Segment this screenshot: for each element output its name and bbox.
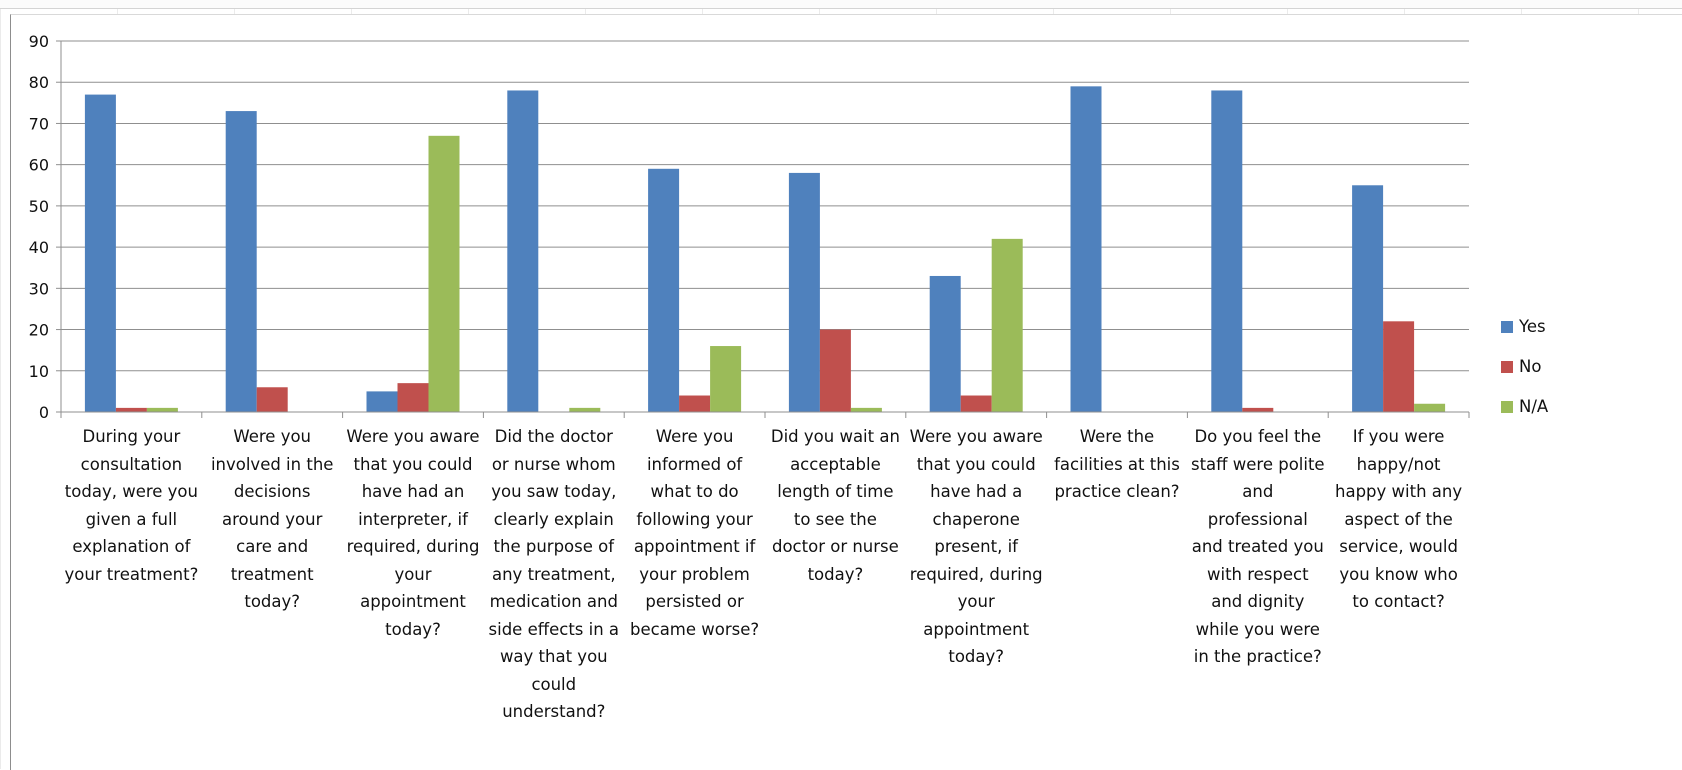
legend-label: N/A xyxy=(1519,397,1549,416)
y-tick-label: 90 xyxy=(29,32,49,51)
y-tick-label: 80 xyxy=(29,73,49,92)
legend-label: Yes xyxy=(1518,317,1546,336)
y-tick-label: 0 xyxy=(39,403,49,422)
chart-area[interactable]: 0 10 20 30 40 50 60 70 80 90 Yes No N/A During your … xyxy=(10,14,1682,770)
bar-yes xyxy=(929,275,961,412)
bar-no xyxy=(679,395,711,412)
bar-na xyxy=(569,407,601,412)
bar-no xyxy=(1242,407,1274,412)
legend-label: No xyxy=(1519,357,1541,376)
bar-yes xyxy=(788,172,820,412)
x-category-label: During your consultation today, were you… xyxy=(64,427,199,584)
bar-yes xyxy=(225,111,257,413)
x-category-label: Did the doctor or nurse whom you saw tod… xyxy=(488,427,620,721)
x-category-label: Were you aware that you could have had a… xyxy=(909,427,1043,666)
spreadsheet-column-header-strip xyxy=(0,0,1682,9)
y-tick-label: 50 xyxy=(29,197,49,216)
bar-chart: 0 10 20 30 40 50 60 70 80 90 Yes No N/A xyxy=(29,32,1549,422)
bar-yes xyxy=(366,391,398,412)
x-category-label: Were you involved in the decisions aroun… xyxy=(210,427,334,611)
bar-na xyxy=(710,346,742,412)
x-category-label: Were you informed of what to do followin… xyxy=(630,427,760,639)
x-category-label: Were the facilities at this practice cle… xyxy=(1054,427,1180,501)
x-category-label: If you were happy/not happy with any asp… xyxy=(1335,427,1463,611)
bar-no xyxy=(1383,321,1415,412)
x-category-label: Were you aware that you could have had a… xyxy=(346,427,480,639)
legend-swatch xyxy=(1501,361,1513,373)
y-tick-label: 60 xyxy=(29,156,49,175)
bar-na xyxy=(146,407,178,412)
bar-no xyxy=(256,387,288,412)
y-tick-label: 20 xyxy=(29,321,49,340)
bar-no xyxy=(819,329,851,412)
bar-na xyxy=(991,238,1023,412)
legend-swatch xyxy=(1501,401,1513,413)
bar-no xyxy=(115,407,147,412)
legend-swatch xyxy=(1501,321,1513,333)
bar-na xyxy=(850,407,882,412)
bar-yes xyxy=(1070,86,1102,412)
y-tick-label: 30 xyxy=(29,279,49,298)
y-tick-label: 10 xyxy=(29,362,49,381)
y-tick-label: 70 xyxy=(29,114,49,133)
bar-na xyxy=(1414,403,1446,412)
bar-yes xyxy=(1211,90,1243,412)
bar-yes xyxy=(1352,185,1384,412)
bar-no xyxy=(397,383,429,412)
bar-yes xyxy=(507,90,539,412)
x-category-label: Do you feel the staff were polite and pr… xyxy=(1190,427,1325,666)
y-tick-label: 40 xyxy=(29,238,49,257)
bar-yes xyxy=(84,94,116,412)
bar-na xyxy=(428,135,460,413)
bar-yes xyxy=(648,168,680,412)
bar-no xyxy=(960,395,992,412)
x-category-label: Did you wait an acceptable length of tim… xyxy=(770,427,900,584)
